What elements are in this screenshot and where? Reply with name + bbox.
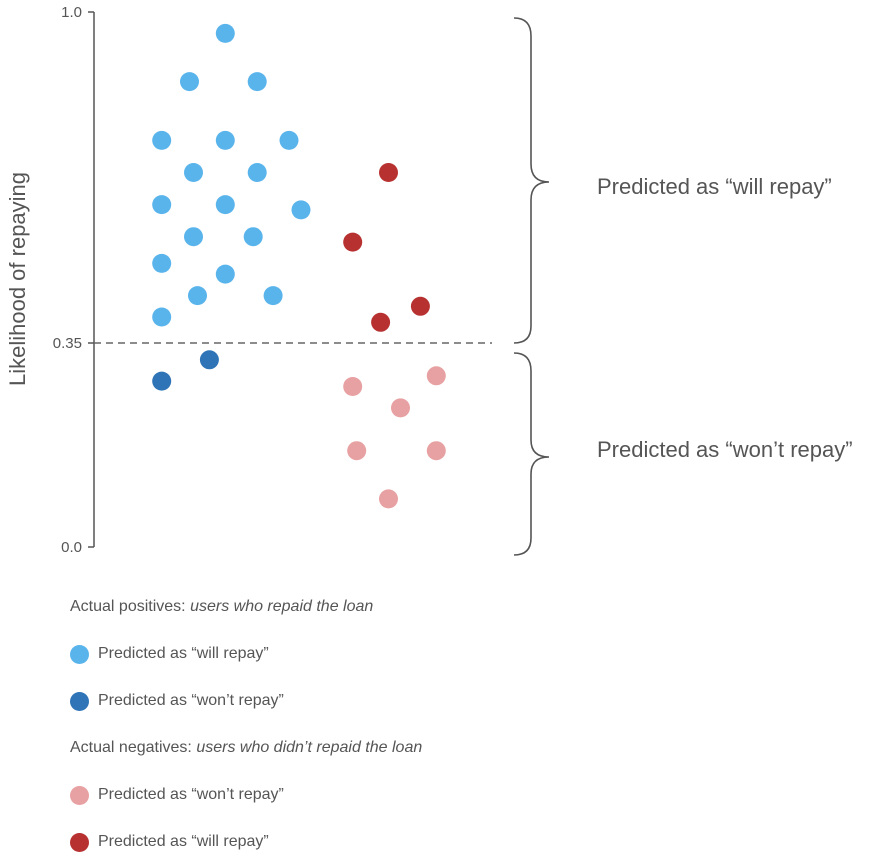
data-point-negatives-2-2 (391, 398, 410, 418)
legend-item-negative-will-repay: Predicted as “will repay” (70, 831, 422, 853)
legend-item-negative-wont-repay: Predicted as “won’t repay” (70, 784, 422, 806)
data-point-positives-1-1 (152, 371, 172, 391)
data-point-positives-0-10 (291, 200, 311, 220)
data-point-positives-0-1 (180, 72, 199, 92)
upper-brace (513, 17, 550, 344)
data-point-positives-1-0 (199, 350, 219, 370)
data-point-positives-0-17 (152, 307, 172, 327)
legend-dot-light-red (70, 785, 89, 805)
scatter-chart: 1.0 0.35 0.0 Likelihood of repaying Pred… (5, 4, 853, 556)
data-point-negatives-3-3 (371, 312, 391, 332)
legend-item-label: Predicted as “will repay” (98, 833, 269, 850)
legend: Actual positives: users who repaid the l… (70, 596, 422, 853)
legend-dot-light-blue (70, 644, 89, 664)
y-tick-label-threshold: 0.35 (53, 335, 82, 352)
legend-item-label: Predicted as “won’t repay” (98, 786, 284, 803)
data-point-negatives-2-4 (426, 441, 446, 461)
data-point-positives-0-16 (263, 286, 283, 306)
data-point-positives-0-9 (215, 195, 235, 215)
data-point-positives-0-8 (152, 195, 172, 215)
upper-brace-label: Predicted as “will repay” (597, 174, 832, 199)
points-layer (152, 23, 446, 509)
legend-negatives-heading-label: Actual negatives: (70, 739, 192, 756)
data-point-negatives-3-2 (410, 296, 430, 316)
data-point-negatives-2-1 (343, 377, 363, 396)
legend-positives-heading-desc: users who repaid the loan (190, 598, 374, 615)
legend-item-positive-will-repay: Predicted as “will repay” (70, 643, 422, 665)
legend-dot-dark-red (70, 832, 89, 852)
data-point-negatives-3-1 (343, 232, 363, 252)
data-point-positives-0-3 (152, 130, 172, 150)
lower-brace-label: Predicted as “won’t repay” (597, 437, 853, 462)
data-point-positives-0-13 (152, 253, 172, 273)
legend-item-label: Predicted as “won’t repay” (98, 692, 284, 709)
legend-positives-heading-label: Actual positives: (70, 598, 186, 615)
y-tick-label-bottom: 0.0 (61, 539, 82, 556)
data-point-positives-0-4 (215, 130, 235, 150)
data-point-positives-0-0 (215, 23, 235, 43)
legend-item-label: Predicted as “will repay” (98, 645, 269, 662)
lower-brace (513, 352, 550, 556)
legend-positives-heading: Actual positives: users who repaid the l… (70, 596, 422, 618)
data-point-positives-0-12 (243, 227, 263, 247)
data-point-positives-0-7 (247, 163, 267, 182)
legend-item-positive-wont-repay: Predicted as “won’t repay” (70, 690, 422, 712)
data-point-positives-0-2 (247, 72, 267, 92)
data-point-positives-0-11 (184, 227, 203, 247)
data-point-positives-0-6 (184, 163, 203, 182)
data-point-positives-0-14 (215, 264, 235, 284)
data-point-negatives-2-5 (379, 489, 398, 509)
data-point-positives-0-5 (279, 130, 299, 150)
data-point-negatives-3-0 (379, 163, 398, 182)
y-axis-label: Likelihood of repaying (5, 172, 30, 386)
legend-negatives-heading: Actual negatives: users who didn’t repai… (70, 737, 422, 759)
data-point-negatives-2-3 (347, 441, 367, 461)
legend-negatives-heading-desc: users who didn’t repaid the loan (196, 739, 423, 756)
legend-dot-dark-blue (70, 691, 89, 711)
data-point-negatives-2-0 (426, 366, 446, 386)
y-tick-label-top: 1.0 (61, 4, 82, 21)
data-point-positives-0-15 (188, 286, 207, 306)
